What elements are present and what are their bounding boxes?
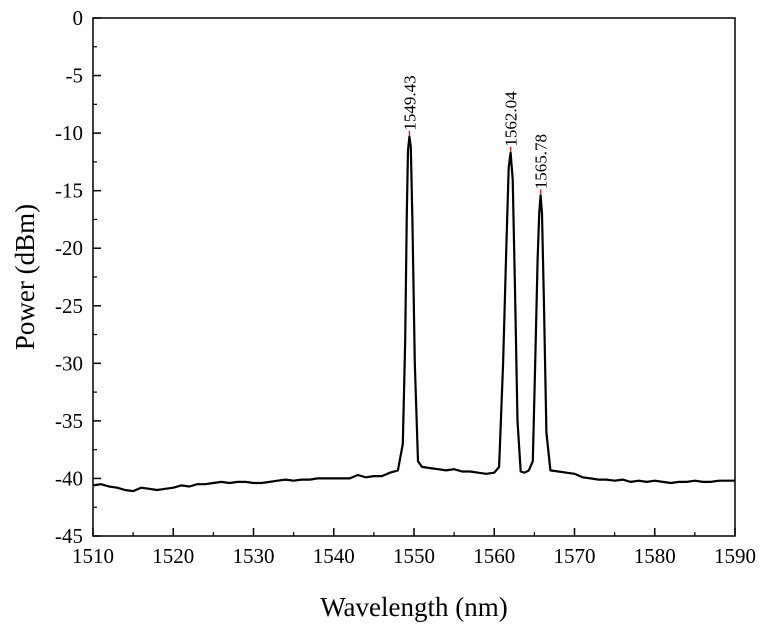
y-tick-label: -40 [55,466,83,490]
y-tick-labels: 0 -5 -10 -15 -20 -25 -30 -35 -40 -45 [55,6,83,548]
x-tick-label: 1590 [714,544,756,568]
y-tick-label: 0 [73,6,84,30]
x-tick-label: 1570 [554,544,596,568]
peak-label: 1565.78 [532,134,551,189]
x-tick-label: 1580 [634,544,676,568]
y-tick-label: -15 [55,179,83,203]
peak-label: 1549.43 [400,75,419,130]
peak-label: 1562.04 [502,91,521,147]
y-tick-label: -10 [55,121,83,145]
x-tick-label: 1510 [72,544,114,568]
y-tick-label: -45 [55,524,83,548]
y-tick-label: -35 [55,409,83,433]
y-tick-label: -30 [55,351,83,375]
axis-ticks [92,17,736,537]
spectrum-line-0 [92,135,735,493]
x-tick-label: 1530 [233,544,275,568]
series-layer [92,135,735,493]
y-axis-title: Power (dBm) [10,204,40,350]
x-tick-label: 1520 [152,544,194,568]
peak-annotations: 1549.43 1562.04 1565.78 [400,75,551,195]
y-tick-label: -5 [66,64,84,88]
x-tick-label: 1540 [313,544,355,568]
x-tick-label: 1560 [473,544,515,568]
x-axis-title: Wavelength (nm) [320,592,508,622]
x-tick-labels: 1510 1520 1530 1540 1550 1560 1570 1580 1590 [72,544,756,568]
x-tick-label: 1550 [393,544,435,568]
y-tick-label: -25 [55,294,83,318]
y-tick-label: -20 [55,236,83,260]
